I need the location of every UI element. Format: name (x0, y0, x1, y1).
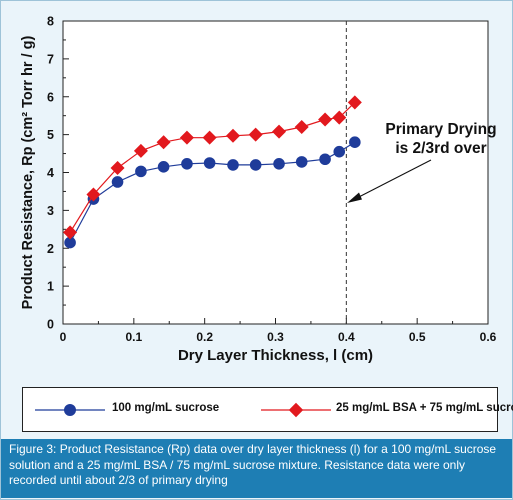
legend-label-series-2: 25 mg/mL BSA + 75 mg/mL sucrose (336, 402, 513, 414)
data-point (273, 157, 285, 170)
chart: 0 0.1 0.2 0.3 0.4 0.5 0.6 0 1 2 3 4 5 6 7 8 Dry Layer Th… (20, 15, 497, 365)
annotation-arrow-line (352, 159, 432, 201)
y-tick-label: 6 (47, 90, 54, 104)
data-point (157, 161, 170, 173)
annotation: Primary Drying is 2/3rd over (347, 121, 497, 203)
data-point (135, 165, 147, 178)
data-point (319, 153, 331, 166)
y-tick-label: 7 (47, 52, 54, 66)
y-axis-label: Product Resistance, Rp (cm² Torr hr / g) (20, 36, 36, 310)
data-point (349, 136, 361, 148)
y-tick-label: 8 (47, 15, 54, 29)
x-tick-label: 0.4 (338, 330, 355, 344)
y-tick-label: 1 (47, 280, 54, 294)
data-point (179, 130, 194, 145)
figure-caption: Figure 3: Product Resistance (Rp) data o… (1, 439, 512, 498)
y-tick-label: 5 (47, 128, 54, 142)
y-tick-label: 4 (47, 166, 54, 180)
data-point (110, 160, 125, 175)
data-point (225, 128, 241, 143)
legend-swatch-series-1 (35, 404, 105, 416)
data-point (347, 95, 362, 110)
x-tick-label: 0.3 (267, 330, 284, 344)
plot-area (62, 20, 489, 325)
data-point (249, 159, 262, 171)
data-point (248, 127, 263, 142)
x-tick-label: 0.2 (196, 330, 213, 344)
data-point (156, 135, 171, 150)
data-point (111, 176, 124, 188)
data-point (133, 143, 148, 158)
series-layer (63, 95, 362, 249)
legend-label-series-1: 100 mg/mL sucrose (112, 402, 220, 414)
data-point (333, 145, 346, 158)
data-point (332, 110, 347, 125)
data-point (295, 156, 308, 168)
data-point (294, 120, 309, 135)
data-point (318, 112, 333, 127)
data-point (181, 157, 193, 170)
data-point (203, 157, 216, 169)
data-point (272, 124, 287, 139)
legend: 100 mg/mL sucrose 25 mg/mL BSA + 75 mg/m… (22, 387, 513, 432)
legend-item-series-1: 100 mg/mL sucrose (35, 402, 245, 418)
legend-item-series-2: 25 mg/mL BSA + 75 mg/mL sucrose (261, 402, 513, 418)
x-tick-label: 0.5 (409, 330, 426, 344)
y-tick-label: 2 (47, 242, 54, 256)
y-tick-label: 3 (47, 204, 54, 218)
x-tick-label: 0 (60, 330, 67, 344)
legend-swatch-series-2 (261, 402, 331, 418)
axes: 0 0.1 0.2 0.3 0.4 0.5 0.6 0 1 2 3 4 5 6 7 8 Dry Layer Th… (20, 15, 497, 365)
x-axis-label: Dry Layer Thickness, l (cm) (178, 347, 373, 364)
series-2 (63, 95, 362, 240)
data-point (227, 159, 239, 171)
x-tick-label: 0.6 (480, 330, 497, 344)
annotation-text: is 2/3rd over (395, 140, 486, 157)
annotation-arrowhead (347, 192, 362, 203)
data-point (63, 225, 78, 240)
data-point (202, 130, 217, 145)
series-1 (64, 136, 361, 249)
y-tick-label: 0 (47, 318, 54, 332)
x-tick-label: 0.1 (125, 330, 142, 344)
data-point (86, 187, 101, 202)
annotation-text: Primary Drying (385, 121, 496, 138)
